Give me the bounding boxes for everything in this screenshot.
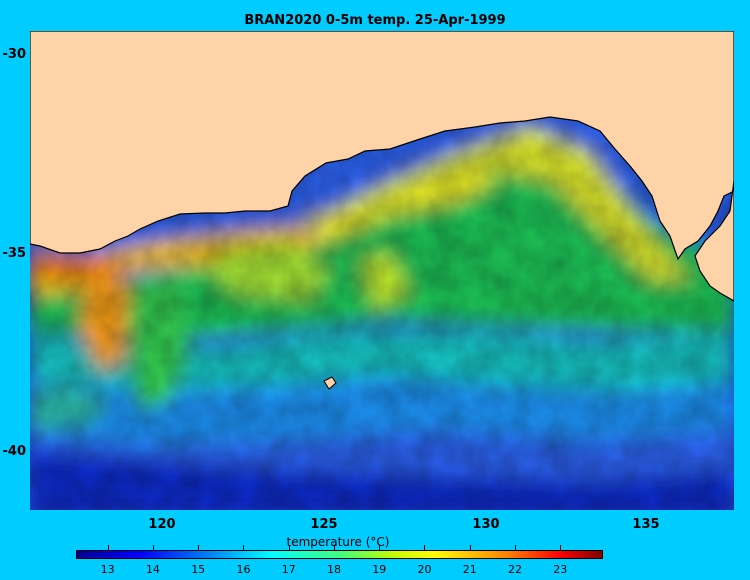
colorbar-tick-label: 13 xyxy=(100,563,115,576)
colorbar-tick-mark xyxy=(198,545,200,551)
map-title: BRAN2020 0-5m temp. 25-Apr-1999 xyxy=(244,13,506,28)
colorbar-tick-label: 20 xyxy=(417,563,432,576)
colorbar-tick-label: 23 xyxy=(553,563,568,576)
sst-field xyxy=(30,31,734,510)
colorbar-tick-mark xyxy=(560,545,562,551)
x-tick-label: 120 xyxy=(148,517,176,532)
colorbar-tick-mark xyxy=(107,545,109,551)
colorbar-tick-label: 17 xyxy=(281,563,296,576)
land-mass xyxy=(30,31,734,261)
colorbar-tick-mark xyxy=(333,545,335,551)
colorbar-tick-mark xyxy=(243,545,245,551)
colorbar-tick-label: 16 xyxy=(236,563,251,576)
x-tick-label: 125 xyxy=(310,517,338,532)
colorbar-tick-mark xyxy=(424,545,426,551)
sst-map xyxy=(30,31,734,510)
x-tick-label: 135 xyxy=(632,517,660,532)
colorbar-tick-mark xyxy=(515,545,516,551)
colorbar-tick-label: 22 xyxy=(508,563,522,576)
y-tick-label: -30 xyxy=(2,47,27,62)
colorbar-label: temperature (°C) xyxy=(286,535,390,549)
colorbar-tick-label: 19 xyxy=(372,563,387,576)
colorbar-tick-label: 14 xyxy=(145,563,160,576)
colorbar-tick-label: 21 xyxy=(462,563,477,576)
x-tick-label: 130 xyxy=(472,517,500,532)
y-tick-label: -40 xyxy=(2,444,27,459)
colorbar-tick-mark xyxy=(379,545,381,551)
colorbar-tick-mark xyxy=(469,545,471,551)
land-mass-east xyxy=(694,180,734,302)
y-tick-label: -35 xyxy=(2,246,27,261)
colorbar-tick-mark xyxy=(152,545,154,551)
island xyxy=(323,376,337,390)
colorbar xyxy=(76,550,603,559)
colorbar-tick-mark xyxy=(288,545,290,551)
colorbar-tick-label: 15 xyxy=(191,563,206,576)
colorbar-tick-label: 18 xyxy=(326,563,341,576)
